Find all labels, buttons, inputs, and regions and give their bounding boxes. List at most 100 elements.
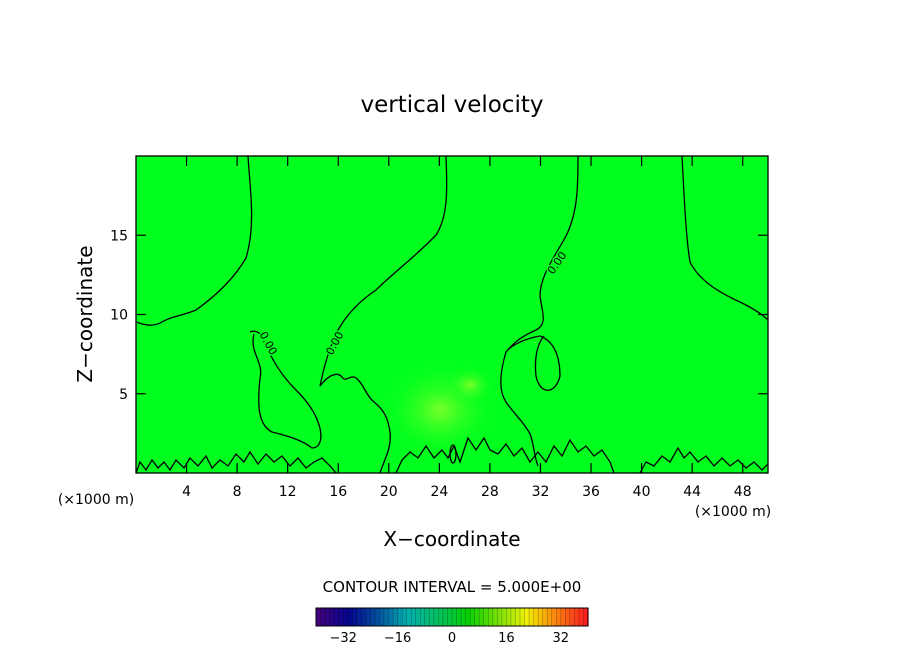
colorbar-swatch: [506, 608, 512, 626]
colorbar-swatch: [569, 608, 575, 626]
colorbar-swatch: [393, 608, 399, 626]
contour-line: [449, 444, 457, 464]
colorbar-swatch: [583, 608, 589, 626]
colorbar-swatch: [361, 608, 367, 626]
colorbar-swatch: [538, 608, 544, 626]
colorbar-swatch: [402, 608, 408, 626]
colorbar: [315, 607, 589, 627]
colorbar-swatch: [356, 608, 362, 626]
colorbar-swatch: [520, 608, 526, 626]
y-axis-label: Z−coordinate: [73, 245, 97, 382]
x-unit-right: (×1000 m): [695, 504, 771, 520]
y-tick-label: 15: [110, 228, 128, 244]
x-tick-label: 44: [683, 484, 701, 500]
contour-line: [136, 450, 337, 473]
colorbar-swatch: [388, 608, 394, 626]
colorbar-tick-label: 16: [498, 631, 515, 646]
colorbar-swatch: [338, 608, 344, 626]
x-tick-label: 20: [380, 484, 398, 500]
colorbar-swatch: [352, 608, 358, 626]
colorbar-ticks: −32 −16 0 16 32: [329, 631, 569, 646]
colorbar-swatch: [442, 608, 449, 626]
contour-line: [136, 156, 253, 326]
colorbar-swatch: [325, 608, 331, 626]
colorbar-swatch: [347, 608, 353, 626]
colorbar-swatch: [474, 608, 480, 626]
contour-line: [500, 351, 539, 467]
colorbar-swatch: [483, 608, 489, 626]
x-axis: 4 8 12 16 20 24 28 32 36 40 44 48: [182, 156, 752, 500]
colorbar-swatch: [533, 608, 539, 626]
x-axis-label: X−coordinate: [383, 527, 520, 551]
colorbar-swatch: [456, 608, 462, 626]
contour-line: [395, 436, 615, 473]
colorbar-swatch: [334, 608, 340, 626]
colorbar-swatch: [379, 608, 385, 626]
colorbar-swatch: [438, 608, 444, 626]
x-tick-label: 24: [430, 484, 448, 500]
colorbar-swatch: [515, 608, 521, 626]
y-axis: 5 10 15: [110, 228, 768, 403]
x-unit-left: (×1000 m): [58, 492, 134, 508]
colorbar-swatch: [452, 608, 458, 626]
colorbar-swatch: [497, 608, 503, 626]
colorbar-frame: [315, 607, 589, 627]
contour-line: [319, 156, 448, 473]
colorbar-swatch: [424, 608, 430, 626]
colorbar-swatch: [529, 608, 535, 626]
colorbar-swatch: [501, 608, 507, 626]
colorbar-swatch: [465, 608, 471, 626]
colorbar-swatch: [560, 608, 566, 626]
contour-line: [249, 330, 322, 449]
colorbar-tick-label: 0: [448, 631, 456, 646]
colorbar-swatch: [578, 608, 585, 626]
x-tick-label: 8: [233, 484, 242, 500]
colorbar-swatch: [320, 608, 326, 626]
colorbar-swatch: [574, 608, 580, 626]
colorbar-swatch: [461, 608, 467, 626]
x-tick-label: 4: [182, 484, 191, 500]
colorbar-swatch: [524, 608, 530, 626]
colorbar-swatch: [411, 608, 417, 626]
x-tick-label: 16: [329, 484, 347, 500]
y-tick-label: 10: [110, 308, 128, 324]
contour-interval: CONTOUR INTERVAL = 5.000E+00: [323, 578, 582, 596]
colorbar-swatch: [447, 608, 453, 626]
contour-line: [681, 156, 768, 321]
colorbar-swatch: [406, 608, 412, 626]
contour-line: [505, 156, 579, 391]
colorbar-swatch: [542, 608, 548, 626]
contour-lines: [136, 156, 768, 473]
colorbar-swatch: [397, 608, 403, 626]
y-tick-label: 5: [119, 387, 128, 403]
colorbar-swatch: [565, 608, 571, 626]
field-warm-anomaly-2: [445, 365, 495, 405]
colorbar-swatch: [384, 608, 390, 626]
x-tick-label: 36: [582, 484, 600, 500]
plot-area: 0.00 0.00 0.00: [136, 156, 768, 473]
colorbar-swatch: [316, 608, 322, 626]
chart-title: vertical velocity: [361, 92, 544, 118]
colorbar-swatch: [470, 608, 476, 626]
colorbar-swatch: [429, 608, 435, 626]
colorbar-swatch: [420, 608, 426, 626]
colorbar-swatch: [329, 608, 335, 626]
colorbar-swatch: [433, 608, 439, 626]
colorbar-tick-label: −16: [384, 631, 411, 646]
colorbar-tick-label: −32: [329, 631, 356, 646]
contour-line: [639, 446, 768, 473]
colorbar-swatch: [343, 608, 349, 626]
colorbar-swatch: [488, 608, 494, 626]
colorbar-tick-label: 32: [553, 631, 570, 646]
colorbar-swatch: [551, 608, 557, 626]
x-tick-label: 48: [734, 484, 752, 500]
x-tick-label: 28: [481, 484, 499, 500]
colorbar-swatch: [492, 608, 498, 626]
x-tick-label: 32: [532, 484, 550, 500]
colorbar-swatch: [510, 608, 517, 626]
x-tick-label: 40: [633, 484, 651, 500]
colorbar-swatch: [365, 608, 371, 626]
colorbar-swatch: [370, 608, 376, 626]
colorbar-swatch: [479, 608, 485, 626]
